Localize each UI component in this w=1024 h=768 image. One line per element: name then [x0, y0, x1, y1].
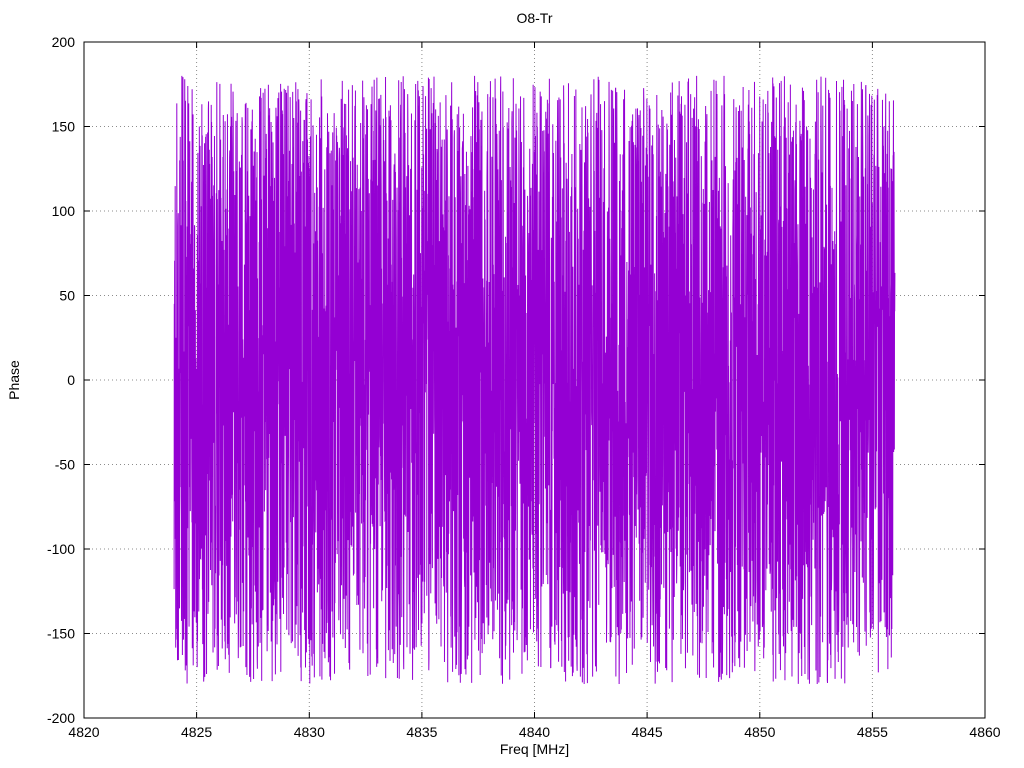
svg-text:50: 50	[59, 288, 75, 304]
series-O8-Tr	[173, 75, 896, 685]
svg-text:4845: 4845	[632, 724, 663, 740]
svg-text:4825: 4825	[181, 724, 212, 740]
svg-text:100: 100	[52, 203, 76, 219]
x-tick-labels: 4820 4825 4830 4835 4840 4845 4850 4855 4860	[68, 724, 1000, 740]
svg-text:0: 0	[67, 372, 75, 388]
svg-text:-200: -200	[47, 710, 75, 726]
svg-text:4835: 4835	[406, 724, 437, 740]
chart-title: O8-Tr	[516, 10, 553, 26]
y-tick-labels: -200 -150 -100 -50 0 50 100 150 200	[47, 34, 75, 726]
y-axis-label: Phase	[6, 360, 22, 400]
svg-text:4850: 4850	[744, 724, 775, 740]
x-axis-label: Freq [MHz]	[499, 741, 570, 757]
svg-text:200: 200	[52, 34, 76, 50]
tick-marks	[83, 41, 986, 719]
svg-text:4830: 4830	[294, 724, 325, 740]
svg-text:4840: 4840	[519, 724, 550, 740]
svg-text:-50: -50	[55, 457, 75, 473]
svg-text:4855: 4855	[857, 724, 888, 740]
svg-text:-150: -150	[47, 626, 75, 642]
svg-text:150: 150	[52, 119, 76, 135]
svg-text:4860: 4860	[969, 724, 1000, 740]
svg-text:4820: 4820	[68, 724, 99, 740]
svg-text:-100: -100	[47, 541, 75, 557]
